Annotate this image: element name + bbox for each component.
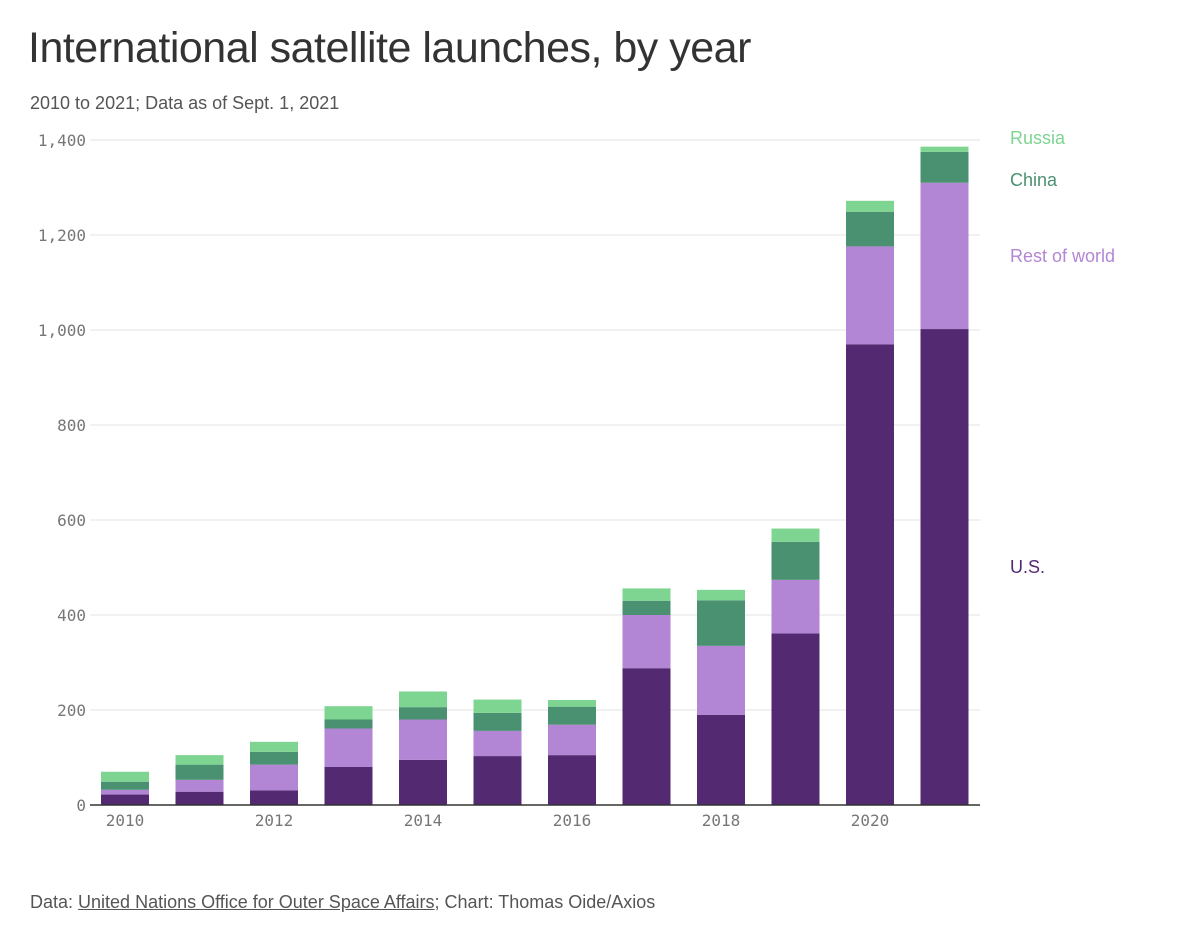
source-prefix: Data: [30,892,79,912]
bar-segment-rest-of-world [101,789,149,795]
bar-segment-rest-of-world [622,615,671,669]
bar-segment-china [548,706,596,725]
y-tick-label: 200 [57,701,86,720]
legend-label: Rest of world [1010,246,1115,266]
bar-segment-rest-of-world [697,645,745,715]
bar-segment-china [399,707,447,720]
bar-segment-russia [920,146,969,152]
bar-segment-u-s [175,791,224,805]
source-note: Data: United Nations Office for Outer Sp… [30,892,655,913]
bar-segment-russia [771,528,820,542]
y-tick-label: 600 [57,511,86,530]
bar-segment-china [622,600,671,615]
bar-segment-rest-of-world [473,730,522,757]
bar-segment-u-s [324,767,373,805]
bar-segment-u-s [622,668,671,805]
bar-segment-china [771,541,820,580]
y-tick-label: 1,200 [38,226,86,245]
bar-segment-china [101,781,149,790]
bar-segment-rest-of-world [250,764,298,791]
x-tick-label: 2014 [404,811,443,830]
y-tick-label: 800 [57,416,86,435]
bar-segment-china [697,600,745,646]
x-tick-label: 2018 [702,811,741,830]
x-tick-label: 2020 [851,811,890,830]
y-tick-label: 1,000 [38,321,86,340]
bar-segment-rest-of-world [920,182,969,330]
bar-segment-russia [622,588,671,601]
bar-segment-russia [399,691,447,708]
x-tick-label: 2016 [553,811,592,830]
bar-segment-rest-of-world [324,728,373,767]
bar-segment-china [920,151,969,183]
bar-segment-china [250,751,298,765]
legend-label: U.S. [1010,557,1045,577]
bar-segment-u-s [920,329,969,805]
bar-segment-russia [324,706,373,720]
legend-label: Russia [1010,128,1066,148]
bar-segment-u-s [771,633,820,805]
source-link[interactable]: United Nations Office for Outer Space Af… [78,892,435,912]
y-tick-label: 1,400 [38,131,86,150]
bar-segment-china [846,211,894,247]
bar-segment-china [175,764,224,780]
y-tick-label: 0 [76,796,86,815]
source-suffix: ; Chart: Thomas Oide/Axios [434,892,656,912]
bar-segment-u-s [548,755,596,805]
bar-segment-u-s [399,759,447,805]
x-axis-tick-labels: 2010 2012 2014 2016 2018 2020 [106,811,890,830]
bar-segment-u-s [250,790,298,805]
bar-segment-u-s [846,344,894,805]
bar-segment-u-s [101,794,149,805]
legend: Russia China Rest of world U.S. [1010,128,1115,577]
grid-lines [90,139,980,711]
bar-segment-u-s [697,714,745,805]
bar-segment-russia [473,699,522,713]
chart-title: International satellite launches, by yea… [28,24,751,72]
bar-segment-rest-of-world [175,779,224,792]
x-tick-label: 2012 [255,811,294,830]
y-axis-tick-labels: 0 200 400 600 800 1,000 1,200 1,400 [38,131,86,815]
bar-segment-rest-of-world [548,724,596,756]
bar-segment-russia [548,700,596,707]
bar-segment-u-s [473,756,522,805]
bar-segment-russia [101,771,149,782]
x-tick-label: 2010 [106,811,145,830]
y-tick-label: 400 [57,606,86,625]
legend-label: China [1010,170,1058,190]
chart-subtitle: 2010 to 2021; Data as of Sept. 1, 2021 [30,93,340,113]
bar-segment-russia [846,200,894,212]
bar-segment-china [324,719,373,729]
bar-segment-rest-of-world [771,579,820,634]
bar-segment-russia [175,755,224,765]
bar-segment-russia [697,589,745,601]
bar-segment-china [473,712,522,731]
bar-segment-russia [250,741,298,752]
bars [101,146,969,805]
bar-segment-rest-of-world [399,719,447,760]
bar-segment-rest-of-world [846,246,894,345]
